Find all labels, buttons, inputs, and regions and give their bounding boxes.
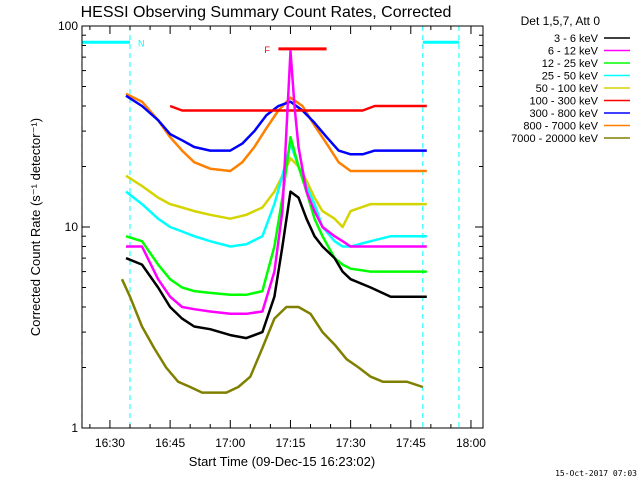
legend-label: 50 - 100 keV	[536, 83, 599, 95]
legend-label: 100 - 300 keV	[530, 96, 599, 108]
y-axis: 1 10 100	[58, 19, 483, 435]
chart-title: HESSI Observing Summary Count Rates, Cor…	[81, 4, 452, 21]
series-line	[120, 278, 424, 394]
timestamp: 15-Oct-2017 07:03	[555, 469, 637, 478]
series-line	[169, 104, 427, 112]
x-axis: 16:30 16:45 17:00 17:15 17:30 17:45 18:00	[89, 26, 486, 450]
legend-label: 6 - 12 keV	[548, 46, 599, 58]
legend-header: Det 1,5,7, Att 0	[521, 14, 601, 28]
legend-label: 12 - 25 keV	[542, 58, 599, 70]
x-tick-label: 17:00	[215, 436, 245, 450]
legend-label: 300 - 800 keV	[530, 108, 599, 120]
series-line	[125, 190, 427, 340]
x-tick-label: 18:00	[456, 436, 486, 450]
series-line	[125, 135, 427, 297]
legend-label: 25 - 50 keV	[542, 71, 599, 83]
legend-label: 800 - 7000 keV	[523, 121, 598, 133]
x-tick-label: 17:15	[275, 436, 305, 450]
night-label: N	[138, 38, 145, 48]
y-tick-label: 1	[71, 421, 78, 435]
y-tick-label: 100	[58, 19, 78, 33]
y-tick-label: 10	[65, 220, 79, 234]
y-axis-label: Corrected Count Rate (s⁻¹ detector⁻¹)	[28, 118, 43, 336]
legend-label: 7000 - 20000 keV	[511, 133, 599, 145]
series-line	[126, 49, 427, 316]
series-line	[125, 94, 427, 156]
flare-label: F	[264, 45, 270, 55]
x-tick-label: 17:45	[396, 436, 426, 450]
legend-label: 3 - 6 keV	[554, 33, 599, 45]
x-tick-label: 16:30	[95, 436, 125, 450]
x-axis-label: Start Time (09-Dec-15 16:23:02)	[189, 454, 375, 469]
x-tick-label: 17:30	[336, 436, 366, 450]
x-tick-label: 16:45	[155, 436, 185, 450]
plot-area: NF	[81, 26, 460, 428]
